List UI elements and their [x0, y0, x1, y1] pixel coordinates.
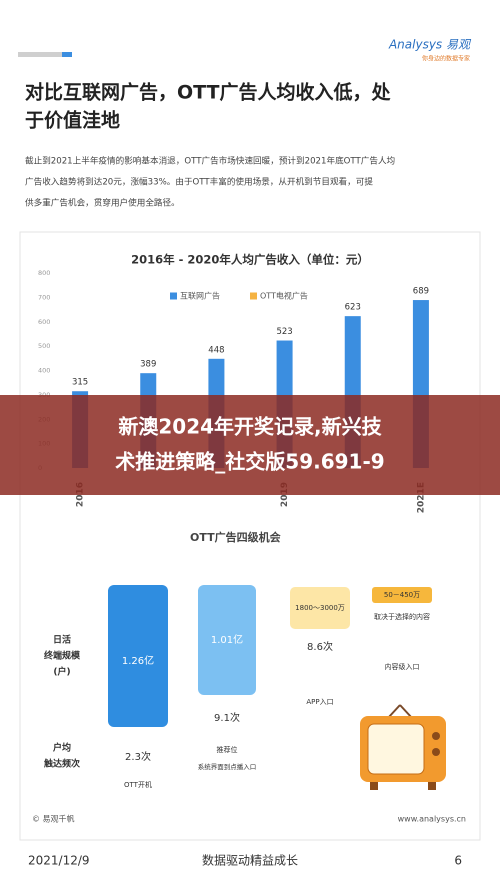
- level-frequency: 取决于选择的内容: [374, 612, 430, 621]
- banner-layer: 新澳2024年开奖记录,新兴技 术推进策略_社交版59.691-9: [0, 395, 500, 495]
- chart-title: 2016年 - 2020年人均广告收入（单位：元）: [131, 253, 369, 267]
- level-box: [108, 585, 168, 727]
- paragraph: 截止到2021上半年疫情的影响基本消退，OTT广告市场快速回暖，预计到2021年…: [25, 155, 395, 167]
- header-bar-accent: [62, 52, 72, 57]
- level-frequency: 8.6次: [307, 640, 333, 653]
- data-label: 389: [140, 360, 156, 370]
- row-label: 触达频次: [43, 758, 80, 770]
- tv-screen: [367, 723, 425, 775]
- y-tick-label: 400: [38, 367, 50, 375]
- y-tick-label: 700: [38, 293, 50, 301]
- header-bar: [18, 52, 62, 57]
- level-scale: 50－450万: [384, 591, 420, 599]
- legend-swatch: [250, 292, 257, 300]
- row-label: 终端规模: [43, 650, 81, 662]
- paragraph: 广告收入趋势将到达20元，涨幅33%。由于OTT丰富的使用场景，从开机到节目观看…: [25, 176, 373, 188]
- level-box: [198, 585, 256, 695]
- x-tick-label: 2021E: [416, 482, 426, 513]
- paragraph: 供多重广告机会，贯穿用户使用全路径。: [25, 197, 180, 209]
- section-title: OTT广告四级机会: [190, 530, 282, 544]
- tv-leg: [370, 782, 378, 790]
- banner: [0, 395, 500, 495]
- slogan: 你身边的数据专家: [422, 55, 470, 63]
- row-label: (户): [53, 666, 70, 678]
- tv-knob: [432, 748, 440, 756]
- level-name: 推荐位: [217, 745, 238, 754]
- footer-date: 2021/12/9: [28, 854, 90, 868]
- legend-swatch: [170, 292, 177, 300]
- tv-illustration: [360, 704, 446, 790]
- source-left: © 易观千帆: [32, 814, 75, 824]
- level-scale: 1.26亿: [122, 654, 154, 667]
- tv-antenna: [387, 704, 401, 719]
- level-scale: 1800～3000万: [295, 604, 345, 612]
- source-right: www.analysys.cn: [398, 815, 466, 824]
- level-box: [290, 587, 350, 629]
- tv-leg: [428, 782, 436, 790]
- y-tick-label: 300: [38, 391, 50, 399]
- level-name: APP入口: [306, 698, 333, 706]
- row-label: 日活: [53, 634, 71, 646]
- level-detail: 系统界面到点播入口: [198, 762, 257, 771]
- tv-knob: [432, 732, 440, 740]
- row-label: 户均: [53, 742, 71, 754]
- level-box: [372, 587, 432, 603]
- title: 对比互联网广告，OTT广告人均收入低，处: [25, 81, 392, 104]
- data-label: 523: [276, 327, 292, 337]
- level-name: OTT开机: [124, 780, 152, 789]
- data-label: 689: [413, 287, 429, 297]
- banner-text: 术推进策略_社交版59.691-9: [115, 450, 384, 474]
- data-label: 623: [345, 303, 361, 313]
- banner-text: 新澳2024年开奖记录,新兴技: [118, 415, 382, 439]
- level-scale: 1.01亿: [211, 633, 243, 646]
- legend-label: 互联网广告: [180, 291, 220, 301]
- level-name: 内容级入口: [385, 662, 420, 671]
- data-label: 315: [72, 378, 88, 388]
- data-label: 448: [208, 345, 224, 355]
- logo: Analysys 易观: [388, 38, 472, 52]
- y-tick-label: 600: [38, 318, 50, 326]
- legend-label: OTT电视广告: [260, 291, 308, 301]
- title: 于价值洼地: [25, 109, 120, 132]
- tv-antenna: [399, 704, 413, 719]
- y-tick-label: 800: [38, 269, 50, 277]
- footer-page: 6: [454, 854, 462, 868]
- level-frequency: 2.3次: [125, 750, 151, 763]
- level-frequency: 9.1次: [214, 711, 240, 724]
- y-tick-label: 500: [38, 342, 50, 350]
- footer-motto: 数据驱动精益成长: [202, 853, 298, 868]
